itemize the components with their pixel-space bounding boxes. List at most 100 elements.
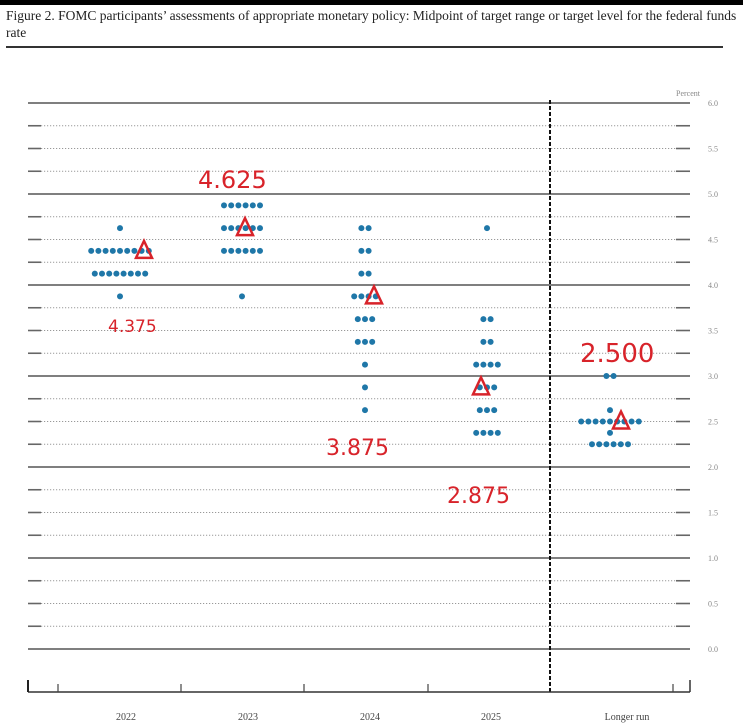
- participant-dot: [362, 338, 368, 345]
- participant-dot: [358, 247, 365, 254]
- participant-dot: [487, 316, 494, 323]
- participant-dot: [473, 429, 480, 436]
- participant-dot: [480, 316, 487, 323]
- figure-title: Figure 2. FOMC participants’ assessments…: [6, 8, 737, 40]
- y-tick-label: 0.5: [708, 600, 718, 609]
- y-tick-label: 6.0: [708, 99, 718, 108]
- participant-dot: [599, 418, 606, 425]
- participant-dot: [117, 247, 123, 254]
- participant-dot: [487, 361, 494, 368]
- participant-dot: [589, 441, 595, 448]
- participant-dot: [362, 316, 368, 323]
- participant-dot: [365, 225, 372, 232]
- x-tick-label: Longer run: [605, 712, 650, 723]
- participant-dot: [257, 225, 263, 232]
- participant-dot: [494, 429, 501, 436]
- grid: [28, 102, 690, 650]
- participant-dot: [362, 407, 368, 414]
- participant-dot: [628, 418, 635, 425]
- median-triangle-icon: [134, 237, 154, 260]
- participant-dot: [473, 361, 480, 368]
- median-triangle-icon: [364, 283, 384, 305]
- participant-dot: [228, 247, 235, 254]
- participant-dot: [127, 270, 134, 277]
- participant-dot: [487, 338, 494, 345]
- participant-dot: [487, 429, 494, 436]
- median-triangle-icon: [611, 408, 631, 430]
- participant-dot: [142, 270, 149, 277]
- x-tick-label: 2023: [238, 712, 258, 723]
- y-tick-label: 4.0: [708, 281, 718, 290]
- participant-dot: [362, 361, 368, 368]
- participant-dot: [117, 293, 123, 300]
- participant-dot: [221, 202, 227, 209]
- series-2023: [221, 202, 263, 300]
- y-tick-label: 1.0: [708, 554, 718, 563]
- y-tick-label: 3.0: [708, 372, 718, 381]
- participant-dot: [91, 270, 98, 277]
- participant-dot: [578, 418, 585, 425]
- participant-dot: [480, 338, 487, 345]
- participant-dot: [239, 293, 245, 300]
- x-tick-label: 2024: [360, 712, 380, 723]
- participant-dot: [242, 247, 249, 254]
- participant-dot: [257, 247, 263, 254]
- participant-dot: [120, 270, 127, 277]
- participant-dot: [106, 270, 113, 277]
- participant-dot: [249, 202, 256, 209]
- participant-dot: [480, 361, 487, 368]
- x-axis: [27, 680, 691, 693]
- participant-dot: [235, 247, 242, 254]
- participant-dot: [617, 441, 624, 448]
- y-tick-label: 1.5: [708, 509, 718, 518]
- title-rule: [6, 46, 723, 48]
- participant-dot: [221, 225, 227, 232]
- participant-dot: [592, 418, 599, 425]
- participant-dot: [480, 429, 487, 436]
- participant-dot: [358, 270, 365, 277]
- handwritten-annotation: 4.375: [108, 317, 157, 337]
- handwritten-annotation: 3.875: [326, 436, 389, 461]
- participant-dot: [242, 202, 249, 209]
- handwritten-annotation: 2.875: [447, 484, 510, 509]
- participant-dot: [228, 202, 235, 209]
- top-border: [0, 0, 743, 5]
- y-tick-label: 2.5: [708, 418, 718, 427]
- participant-dot: [491, 407, 498, 414]
- participant-dot: [603, 441, 610, 448]
- participant-dot: [585, 418, 592, 425]
- participant-dot: [365, 247, 372, 254]
- handwritten-annotation: 4.625: [198, 166, 267, 194]
- participant-dot: [109, 247, 116, 254]
- participant-dot: [257, 202, 263, 209]
- participant-dot: [369, 338, 376, 345]
- series-longer-run: [578, 373, 642, 448]
- participant-dot: [221, 247, 227, 254]
- participant-dot: [135, 270, 141, 277]
- participant-dot: [242, 225, 249, 232]
- participant-dot: [635, 418, 642, 425]
- participant-dot: [362, 384, 368, 391]
- series-2024: [351, 225, 379, 414]
- median-triangle-icon: [471, 374, 491, 396]
- y-tick-label: 5.5: [708, 145, 718, 154]
- participant-dot: [358, 225, 365, 232]
- participant-dot: [351, 293, 358, 300]
- participant-dot: [131, 247, 138, 254]
- participant-dot: [607, 418, 613, 425]
- participant-dot: [494, 361, 501, 368]
- participant-dot: [113, 270, 120, 277]
- participant-dot: [610, 441, 617, 448]
- participant-dot: [610, 373, 617, 379]
- participant-dot: [491, 384, 498, 391]
- participant-dot: [88, 247, 95, 254]
- participant-dot: [365, 270, 372, 277]
- participant-dot: [484, 407, 490, 414]
- participant-dot: [124, 247, 131, 254]
- participant-dot: [117, 225, 123, 232]
- x-tick-label: 2022: [116, 712, 136, 723]
- y-tick-label: 3.5: [708, 327, 718, 336]
- participant-dot: [607, 407, 613, 414]
- x-tick-label: 2025: [481, 712, 501, 723]
